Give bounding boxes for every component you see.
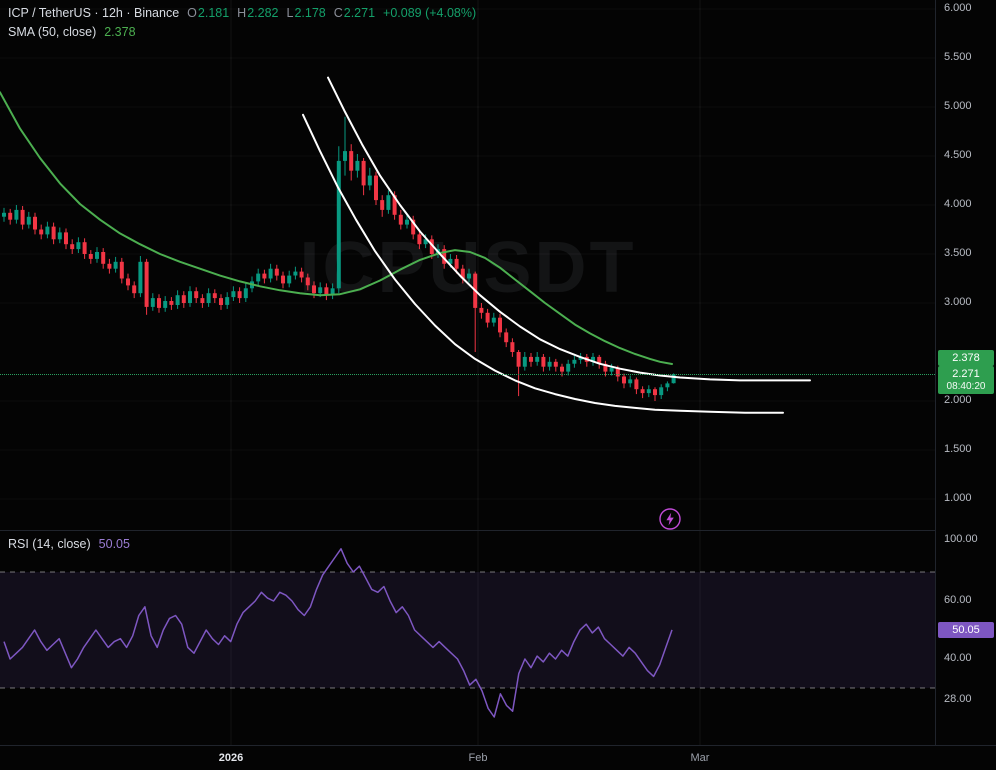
rsi-tick-label: 100.00 bbox=[944, 533, 978, 545]
bar-countdown: 08:40:20 bbox=[946, 381, 986, 392]
price-tick-label: 1.000 bbox=[944, 492, 972, 504]
last-price-badge: 2.271 08:40:20 bbox=[938, 366, 994, 394]
sma-label: SMA (50, close) bbox=[8, 25, 97, 39]
current-price-line bbox=[0, 374, 935, 375]
price-tick-label: 1.500 bbox=[944, 443, 972, 455]
price-tick-label: 3.500 bbox=[944, 247, 972, 259]
sma-value: 2.378 bbox=[104, 25, 136, 39]
time-axis[interactable]: 2026 Feb Mar bbox=[0, 745, 996, 770]
ohlc-close: C 2.271 bbox=[333, 6, 376, 20]
pane-separator[interactable] bbox=[0, 530, 996, 531]
time-tick-label: Feb bbox=[468, 752, 488, 764]
symbol-title: ICP / TetherUS · 12h · Binance bbox=[8, 6, 180, 20]
rsi-tick-label: 28.00 bbox=[944, 693, 972, 705]
price-tick-label: 4.500 bbox=[944, 149, 972, 161]
ohlc-low: L 2.178 bbox=[286, 6, 326, 20]
price-tick-label: 5.500 bbox=[944, 51, 972, 63]
price-change: +0.089 (+4.08%) bbox=[383, 6, 477, 20]
rsi-value-badge: 50.05 bbox=[938, 622, 994, 638]
rsi-tick-label: 40.00 bbox=[944, 652, 972, 664]
sma-value-badge: 2.378 bbox=[938, 350, 994, 366]
price-axis[interactable]: 2.378 2.271 08:40:20 50.05 6.000 5.500 5.0… bbox=[935, 0, 996, 745]
price-tick-label: 6.000 bbox=[944, 2, 972, 14]
rsi-label: RSI (14, close) bbox=[8, 537, 91, 551]
price-tick-label: 2.000 bbox=[944, 394, 972, 406]
last-price-value: 2.271 bbox=[952, 368, 980, 380]
ohlc-open: O 2.181 bbox=[187, 6, 230, 20]
time-tick-label: Mar bbox=[690, 752, 710, 764]
price-pane-canvas[interactable] bbox=[0, 0, 935, 530]
price-tick-label: 3.000 bbox=[944, 296, 972, 308]
ohlc-high: H 2.282 bbox=[237, 6, 279, 20]
time-tick-label: 2026 bbox=[218, 752, 244, 764]
rsi-legend[interactable]: RSI (14, close) 50.05 bbox=[8, 537, 130, 551]
sma-legend[interactable]: SMA (50, close) 2.378 bbox=[8, 25, 136, 39]
quick-trade-button[interactable] bbox=[659, 508, 681, 530]
price-tick-label: 5.000 bbox=[944, 100, 972, 112]
price-tick-label: 4.000 bbox=[944, 198, 972, 210]
rsi-tick-label: 60.00 bbox=[944, 594, 972, 606]
rsi-value: 50.05 bbox=[98, 537, 130, 551]
lightning-icon bbox=[659, 508, 681, 530]
rsi-pane-canvas[interactable] bbox=[0, 530, 935, 745]
symbol-watermark: ICPUSDT bbox=[299, 228, 637, 308]
